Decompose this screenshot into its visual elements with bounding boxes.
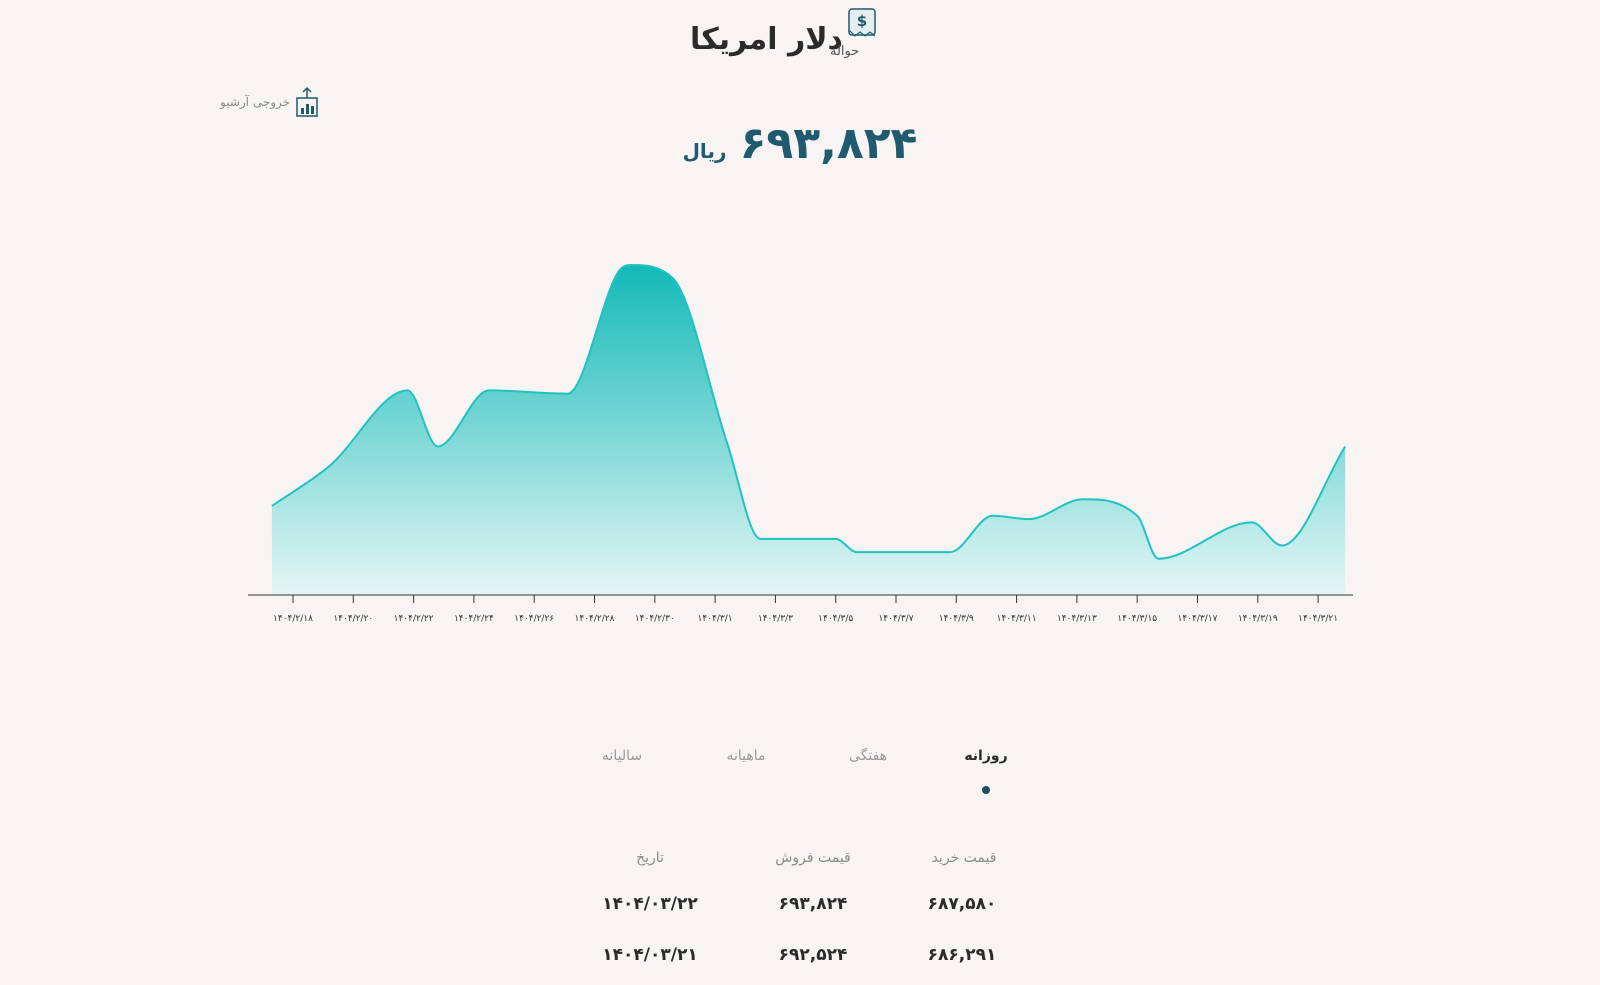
header: دلار امریکا $ حواله [0, 8, 1600, 68]
x-tick-label: ۱۴۰۴/۲/۱۸ [273, 614, 313, 624]
row-2-buy: ۶۸۶,۲۹۱ [927, 945, 997, 965]
row-2-sell: ۶۹۲,۵۲۴ [778, 945, 848, 965]
header-date: تاریخ [636, 850, 664, 866]
row-2-date: ۱۴۰۴/۰۳/۲۱ [602, 945, 698, 965]
x-tick-label: ۱۴۰۴/۲/۲۶ [514, 614, 554, 624]
archive-export-label: خروجی آرشیو [220, 95, 291, 109]
active-tab-indicator [982, 786, 990, 794]
current-price: ۶۹۳,۸۲۴ ریال [0, 118, 1600, 169]
tab-yearly[interactable]: سالیانه [601, 748, 643, 764]
tab-daily[interactable]: روزانه [964, 748, 1008, 764]
x-tick-label: ۱۴۰۴/۳/۷ [878, 614, 913, 624]
page-subtitle: حواله [830, 44, 860, 59]
x-tick-label: ۱۴۰۴/۲/۲۲ [394, 614, 434, 624]
x-tick-label: ۱۴۰۴/۳/۲۱ [1298, 614, 1338, 624]
tab-weekly[interactable]: هفتگی [848, 748, 888, 764]
series-line [271, 263, 1347, 560]
x-tick-label: ۱۴۰۴/۳/۱۷ [1178, 614, 1218, 624]
archive-export-button[interactable]: خروجی آرشیو [220, 86, 320, 118]
x-tick-label: ۱۴۰۴/۲/۳۰ [635, 614, 675, 624]
x-tick-label: ۱۴۰۴/۲/۲۴ [454, 614, 494, 624]
tab-monthly[interactable]: ماهیانه [726, 748, 766, 764]
x-tick-label: ۱۴۰۴/۳/۱ [698, 614, 733, 624]
x-tick-label: ۱۴۰۴/۳/۹ [939, 614, 974, 624]
header-buy-price: قیمت خرید [931, 850, 997, 866]
x-tick-label: ۱۴۰۴/۲/۲۰ [333, 614, 373, 624]
x-tick-label: ۱۴۰۴/۳/۳ [758, 614, 793, 624]
x-tick-label: ۱۴۰۴/۳/۱۵ [1117, 614, 1157, 624]
x-tick-label: ۱۴۰۴/۲/۲۸ [575, 614, 615, 624]
page-title: دلار امریکا [690, 22, 843, 57]
x-tick-label: ۱۴۰۴/۳/۱۱ [997, 614, 1037, 624]
chart-export-icon [296, 86, 318, 117]
price-unit: ریال [682, 139, 727, 163]
price-chart: ۱۴۰۴/۲/۱۸ ۱۴۰۴/۲/۲۰ ۱۴۰۴/۲/۲۲ ۱۴۰۴/۲/۲۴ ۱۴۰۴… [248, 263, 1353, 624]
row-1-date: ۱۴۰۴/۰۳/۲۲ [602, 894, 698, 914]
series-area [271, 265, 1346, 595]
period-tabs: روزانه هفتگی ماهیانه سالیانه [0, 748, 1600, 798]
x-tick-label: ۱۴۰۴/۳/۱۳ [1057, 614, 1097, 624]
x-tick-label: ۱۴۰۴/۳/۱۹ [1238, 614, 1278, 624]
x-tick-label: ۱۴۰۴/۳/۵ [818, 614, 853, 624]
row-1-buy: ۶۸۷,۵۸۰ [927, 894, 997, 914]
row-1-sell: ۶۹۳,۸۲۴ [778, 894, 848, 914]
price-value: ۶۹۳,۸۲۴ [739, 118, 918, 169]
dollar-receipt-icon: $ [848, 8, 876, 37]
svg-text:$: $ [857, 12, 867, 30]
header-sell-price: قیمت فروش [775, 850, 851, 866]
